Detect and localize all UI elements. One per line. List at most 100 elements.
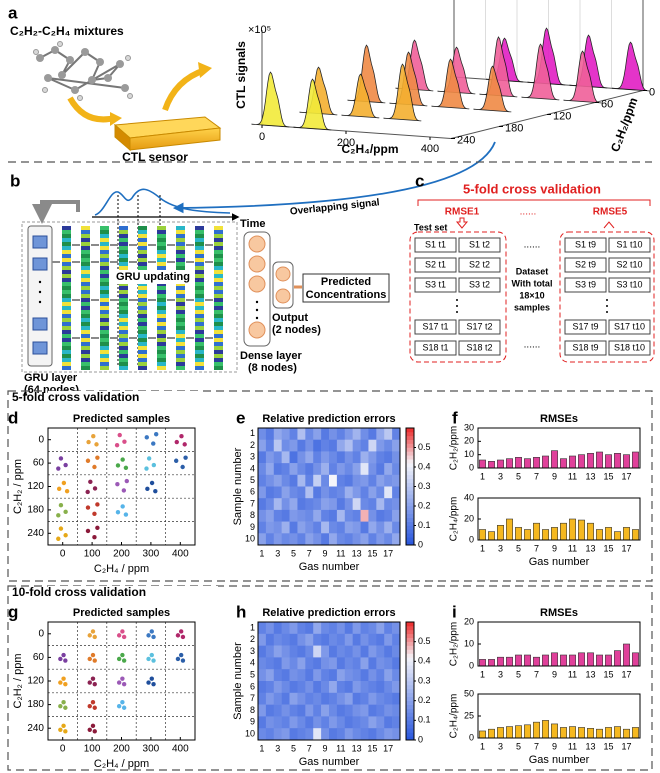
bar — [488, 659, 495, 667]
bar — [578, 454, 585, 469]
x-axis-title: C₂H₄ / ppm — [94, 758, 149, 770]
cell — [384, 451, 393, 464]
decoration — [608, 237, 651, 253]
point — [144, 435, 149, 440]
decoration — [119, 326, 128, 330]
cell — [305, 533, 314, 546]
colorbar-step — [406, 625, 414, 631]
colorbar-step — [406, 633, 414, 639]
colorbar-step — [406, 482, 414, 487]
decoration — [100, 362, 109, 366]
cell — [273, 681, 282, 694]
chart-title: Relative prediction errors — [262, 413, 395, 425]
point — [149, 629, 154, 634]
colorbar-step — [406, 443, 414, 448]
cell — [321, 704, 330, 717]
cell — [360, 633, 369, 646]
cell — [336, 474, 346, 487]
point — [151, 681, 156, 687]
decoration — [195, 330, 204, 334]
cell — [289, 681, 298, 694]
cell — [273, 486, 282, 499]
sample-cell: S3 t10 — [616, 279, 642, 289]
cell — [384, 622, 393, 635]
point — [146, 656, 151, 662]
cell — [329, 645, 338, 658]
cell — [297, 716, 306, 729]
cell — [384, 533, 393, 546]
bar — [479, 529, 486, 541]
y-axis-title: Sample number — [232, 447, 244, 525]
decoration — [81, 234, 90, 238]
y-tick-label: 20 — [464, 436, 474, 446]
x-tick-label: 17 — [621, 669, 631, 679]
decoration — [81, 242, 90, 246]
cell — [289, 521, 298, 534]
point — [58, 503, 64, 508]
cell — [297, 657, 306, 670]
decoration — [116, 60, 124, 68]
y-axis-title: C₂H₂/ppm — [449, 426, 460, 470]
decoration — [81, 326, 90, 330]
point — [63, 681, 68, 687]
colorbar-step — [406, 533, 414, 538]
colorbar-step — [406, 486, 414, 491]
x-tick-label: 0 — [60, 744, 66, 755]
cell — [281, 633, 290, 646]
decoration — [119, 338, 128, 342]
tick-label: 60 — [601, 98, 613, 110]
cell — [297, 463, 306, 476]
decoration — [62, 226, 71, 230]
cell — [384, 428, 393, 440]
cell — [265, 645, 275, 658]
cell — [336, 498, 346, 511]
bar — [614, 453, 621, 469]
panel-letter: i — [452, 602, 457, 621]
decoration — [176, 226, 185, 230]
point — [120, 504, 125, 509]
decoration — [119, 238, 128, 242]
x-tick-label: 9 — [552, 543, 557, 553]
decoration — [100, 238, 109, 242]
cell — [336, 716, 346, 729]
x-axis-title: Gas number — [529, 556, 590, 568]
decoration — [81, 310, 90, 314]
cell — [392, 704, 401, 717]
cell — [336, 622, 346, 635]
cell — [344, 486, 353, 499]
cell — [329, 451, 338, 464]
cell — [376, 486, 385, 499]
label: ...... — [524, 240, 541, 251]
decoration — [62, 326, 71, 330]
decoration — [100, 302, 109, 306]
cell — [344, 474, 353, 487]
bar — [542, 654, 549, 667]
point — [123, 512, 129, 517]
cell — [281, 533, 290, 546]
cell — [281, 439, 290, 452]
cell — [352, 486, 361, 499]
cell — [344, 509, 353, 522]
y-tick-label: 4 — [250, 658, 255, 668]
decoration — [62, 358, 71, 362]
cell — [258, 439, 267, 452]
colorbar-tick-label: 0.5 — [418, 442, 431, 452]
x-tick-label: 11 — [336, 743, 345, 753]
bar — [488, 461, 495, 469]
cell — [336, 439, 346, 452]
cell — [281, 681, 290, 694]
decoration — [44, 74, 52, 82]
cell — [344, 728, 353, 741]
sample-cell: S18 t2 — [466, 342, 492, 352]
cell — [289, 645, 298, 658]
cell — [258, 498, 267, 511]
decoration — [417, 199, 651, 206]
y-tick-label: 240 — [27, 723, 44, 734]
x-tick-label: 300 — [143, 549, 160, 560]
point — [146, 456, 152, 461]
cell — [376, 657, 385, 670]
x-tick-label: 11 — [336, 548, 345, 558]
cell — [321, 463, 330, 476]
tick-label: 180 — [505, 122, 523, 134]
decoration — [157, 258, 166, 262]
